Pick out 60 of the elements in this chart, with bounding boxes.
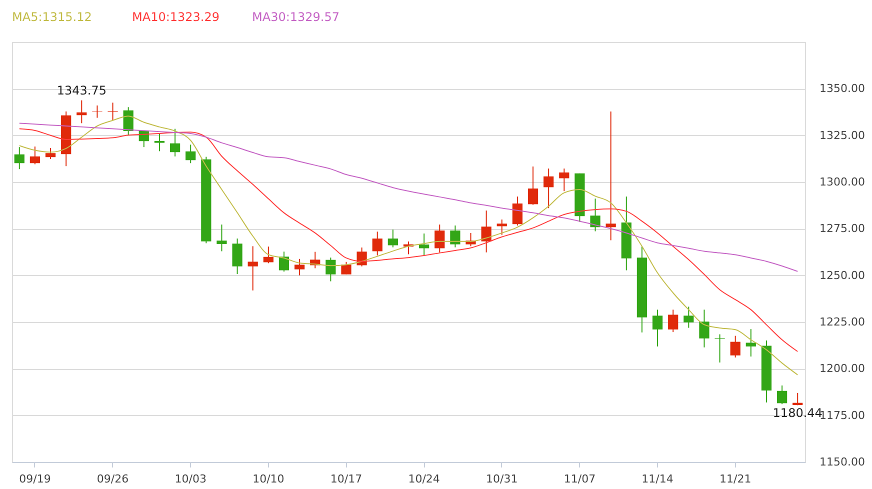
candlestick: [419, 233, 430, 256]
y-tick-label: 1250.00: [820, 268, 865, 282]
y-tick-label: 1300.00: [820, 176, 865, 188]
candlestick: [278, 251, 290, 272]
y-tick-label: 1275.00: [820, 222, 865, 236]
candlestick: [341, 261, 352, 275]
candlestick: [30, 146, 40, 165]
x-tick-label: 10/17: [330, 472, 362, 486]
x-tick-label: 11/07: [564, 472, 596, 486]
y-tick-label: 1225.00: [820, 316, 865, 328]
x-tick-label: 10/24: [408, 472, 440, 486]
candlestick: [45, 148, 56, 160]
candlestick: [108, 102, 118, 121]
x-tick-label: 09/26: [96, 472, 129, 486]
y-tick-label: 1175.00: [820, 408, 865, 422]
annotation: 1343.75: [56, 83, 106, 98]
candlestick: [326, 257, 336, 282]
candlestick: [528, 166, 538, 206]
candlestick: [590, 198, 600, 232]
candlestick: [714, 334, 725, 364]
candlestick: [746, 328, 756, 358]
candlestick: [170, 128, 180, 157]
candlestick: [154, 133, 165, 152]
candlestick: [248, 246, 258, 291]
x-tick-label: 10/10: [252, 472, 284, 486]
annotation: 1180.44: [772, 406, 822, 420]
x-tick-label: 11/21: [720, 472, 752, 486]
y-tick-label: 1350.00: [820, 82, 865, 96]
candlestick: [372, 231, 382, 256]
candlestick: [186, 144, 196, 164]
candlestick: [14, 146, 24, 170]
x-tick-label: 09/19: [19, 472, 51, 486]
x-tick-label: 10/03: [174, 472, 206, 486]
candlestick: [216, 224, 227, 252]
x-tick-label: 10/31: [486, 472, 518, 486]
candlestick: [388, 229, 398, 248]
candlestick: [450, 224, 460, 248]
candlestick: [668, 309, 678, 333]
y-tick-label: 1200.00: [820, 362, 865, 376]
candlestick: [776, 384, 788, 405]
candlestick: [434, 224, 445, 253]
candlestick: [606, 110, 616, 241]
candlestick: [294, 258, 305, 276]
y-tick-label: 1325.00: [820, 128, 865, 142]
candlestick: [263, 246, 274, 264]
candlestick: [481, 210, 492, 253]
candlestick: [544, 168, 554, 209]
text: MA30:1329.57: [252, 10, 340, 24]
x-tick-label: 11/14: [642, 472, 674, 486]
candlestick: [232, 238, 242, 275]
text: MA5:1315.12: [12, 10, 92, 24]
candlestick: [652, 309, 663, 347]
candlestick: [512, 196, 523, 226]
text: MA10:1323.29: [132, 10, 220, 24]
candlestick: [699, 309, 710, 348]
candlestick: [496, 219, 507, 236]
candlestick: [684, 306, 694, 328]
y-tick-label: 1150.00: [820, 456, 865, 468]
candlestick: [730, 335, 740, 358]
candlestick: [559, 168, 570, 192]
